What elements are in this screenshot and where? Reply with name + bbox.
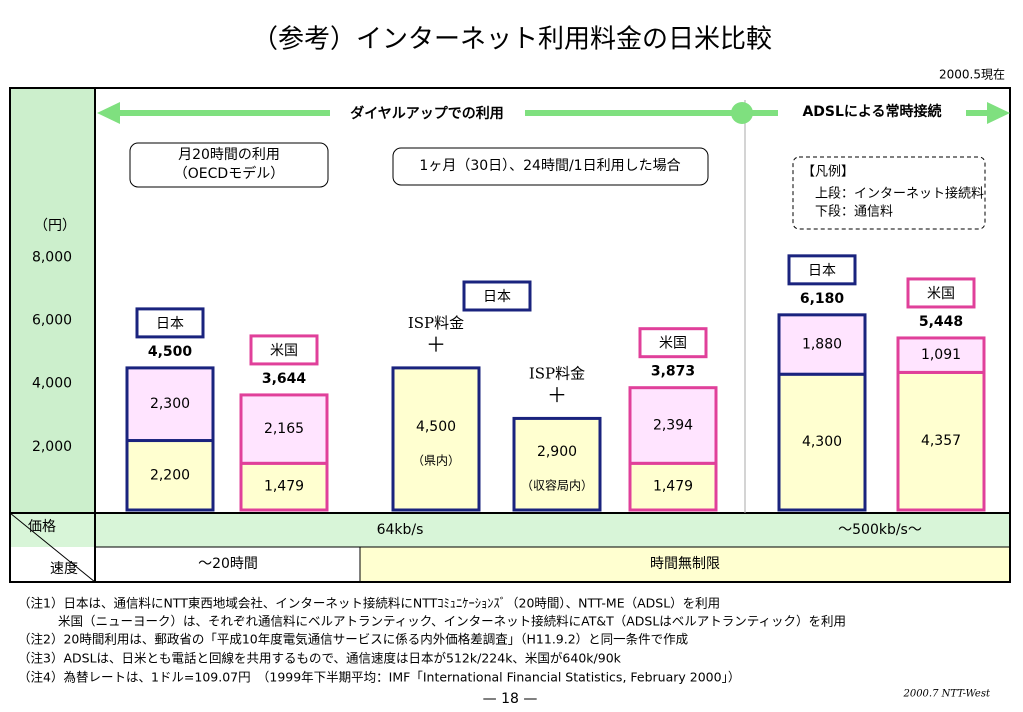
box-text: （OECDモデル） [174,165,284,182]
name-box [135,307,205,339]
table-header: 速度 [50,561,78,577]
segment-label: 1,479 [653,479,693,495]
segment-note: （収容局内） [521,478,593,493]
y-tick-label: 6,000 [32,313,72,329]
y-unit: （円） [34,218,76,234]
bar-segment [777,313,867,376]
bar-segment [391,366,481,512]
name-box [462,280,532,312]
name-box [638,327,708,359]
arrow-label: ADSLによる常時接続 [802,103,941,120]
segment-label: 4,500 [416,419,456,435]
name-label: 米国 [927,286,955,302]
note: （注2）20時間利用は、郵政省の「平成10年度電気通信サービスに係る内外価格差調… [18,632,688,647]
y-tick-label: 2,000 [32,439,72,455]
segment-note: （県内） [412,453,460,467]
legend-text: 上段：インターネット接続料 [815,186,984,202]
name-label: 日本 [483,289,511,305]
bar-segment [512,416,602,512]
box-text: 1ヶ月（30日）、24時間/1日利用した場合 [419,158,680,174]
name-label: 日本 [808,263,836,279]
name-label: 日本 [156,316,184,332]
isp-label: ＋ [426,332,446,356]
total-label: 3,644 [262,371,307,387]
name-box [787,254,857,286]
arrow-label: ダイヤルアップでの利用 [350,105,504,122]
segment-label: 1,880 [802,337,842,353]
segment-label: 2,900 [537,444,577,460]
name-label: 米国 [270,343,298,359]
legend-text: 【凡例】 [802,165,854,180]
legend-text: 下段：通信料 [815,205,893,220]
segment-label: 1,091 [921,347,961,363]
table-header: 価格 [28,519,56,535]
speed-row [360,547,1010,582]
box [129,142,329,188]
label-bg [330,102,525,126]
bar-segment [125,366,215,443]
label-bg [778,100,966,124]
bar-segment [896,336,986,374]
note: （注1）日本は、通信料にNTT東西地域会社、インターネット接続料にNTTｺﾐｭﾆ… [18,596,720,611]
segment-label: 2,200 [150,467,190,483]
table-cell: 64kb/s [377,522,424,538]
name-box [249,334,319,366]
segment-label: 2,165 [264,421,304,437]
arrowhead [97,102,120,124]
total-label: 3,873 [651,364,695,380]
y-tick-label: 8,000 [32,249,72,265]
total-label: 4,500 [148,344,193,360]
box [392,147,709,186]
title: （参考）インターネット利用料金の日米比較 [252,25,772,55]
date: 2000.5現在 [939,68,1005,82]
bar-segment [239,393,329,465]
box-text: 月20時間の利用 [178,147,280,163]
diagonal [9,512,96,583]
total-label: 6,180 [800,291,845,307]
table-cell: ～500kb/s～ [838,522,922,538]
note: 米国（ニューヨーク）は、それぞれ通信料にベルアトランティック、インターネット接続… [58,614,846,629]
name-label: 米国 [659,336,687,352]
isp-label: ＋ [547,383,567,407]
table-cell: 時間無制限 [650,556,720,572]
legend-box [792,156,986,230]
segment-label: 1,479 [264,479,304,495]
bar-segment [628,461,718,512]
isp-label: ISP料金 [529,364,585,382]
segment-label: 4,357 [921,433,961,449]
segment-label: 2,394 [653,417,693,433]
bar-segment [628,386,718,465]
y-tick-label: 4,000 [32,376,72,392]
note: （注4）為替レートは、1ドル=109.07円 （1999年下半期平均：IMF「I… [18,670,740,685]
note: （注3）ADSLは、日米とも電話と回線を共用するもので、通信速度は日本が512k… [18,651,622,666]
table-cell: ～20時間 [198,556,258,572]
arrow-dot [731,102,753,124]
frame [9,87,1011,583]
price-row [10,513,1010,547]
segment-label: 4,300 [802,434,842,450]
bar-segment [125,439,215,512]
total-label: 5,448 [919,314,963,330]
footer: 2000.7 NTT-West [902,689,991,700]
name-box [906,277,976,309]
segment-label: 2,300 [150,396,190,412]
arrowhead [987,102,1010,124]
bar-segment [777,372,867,512]
axis-panel [10,88,95,513]
page-number: — 18 — [483,691,538,707]
bar-segment [239,461,329,512]
isp-label: ISP料金 [408,314,464,332]
